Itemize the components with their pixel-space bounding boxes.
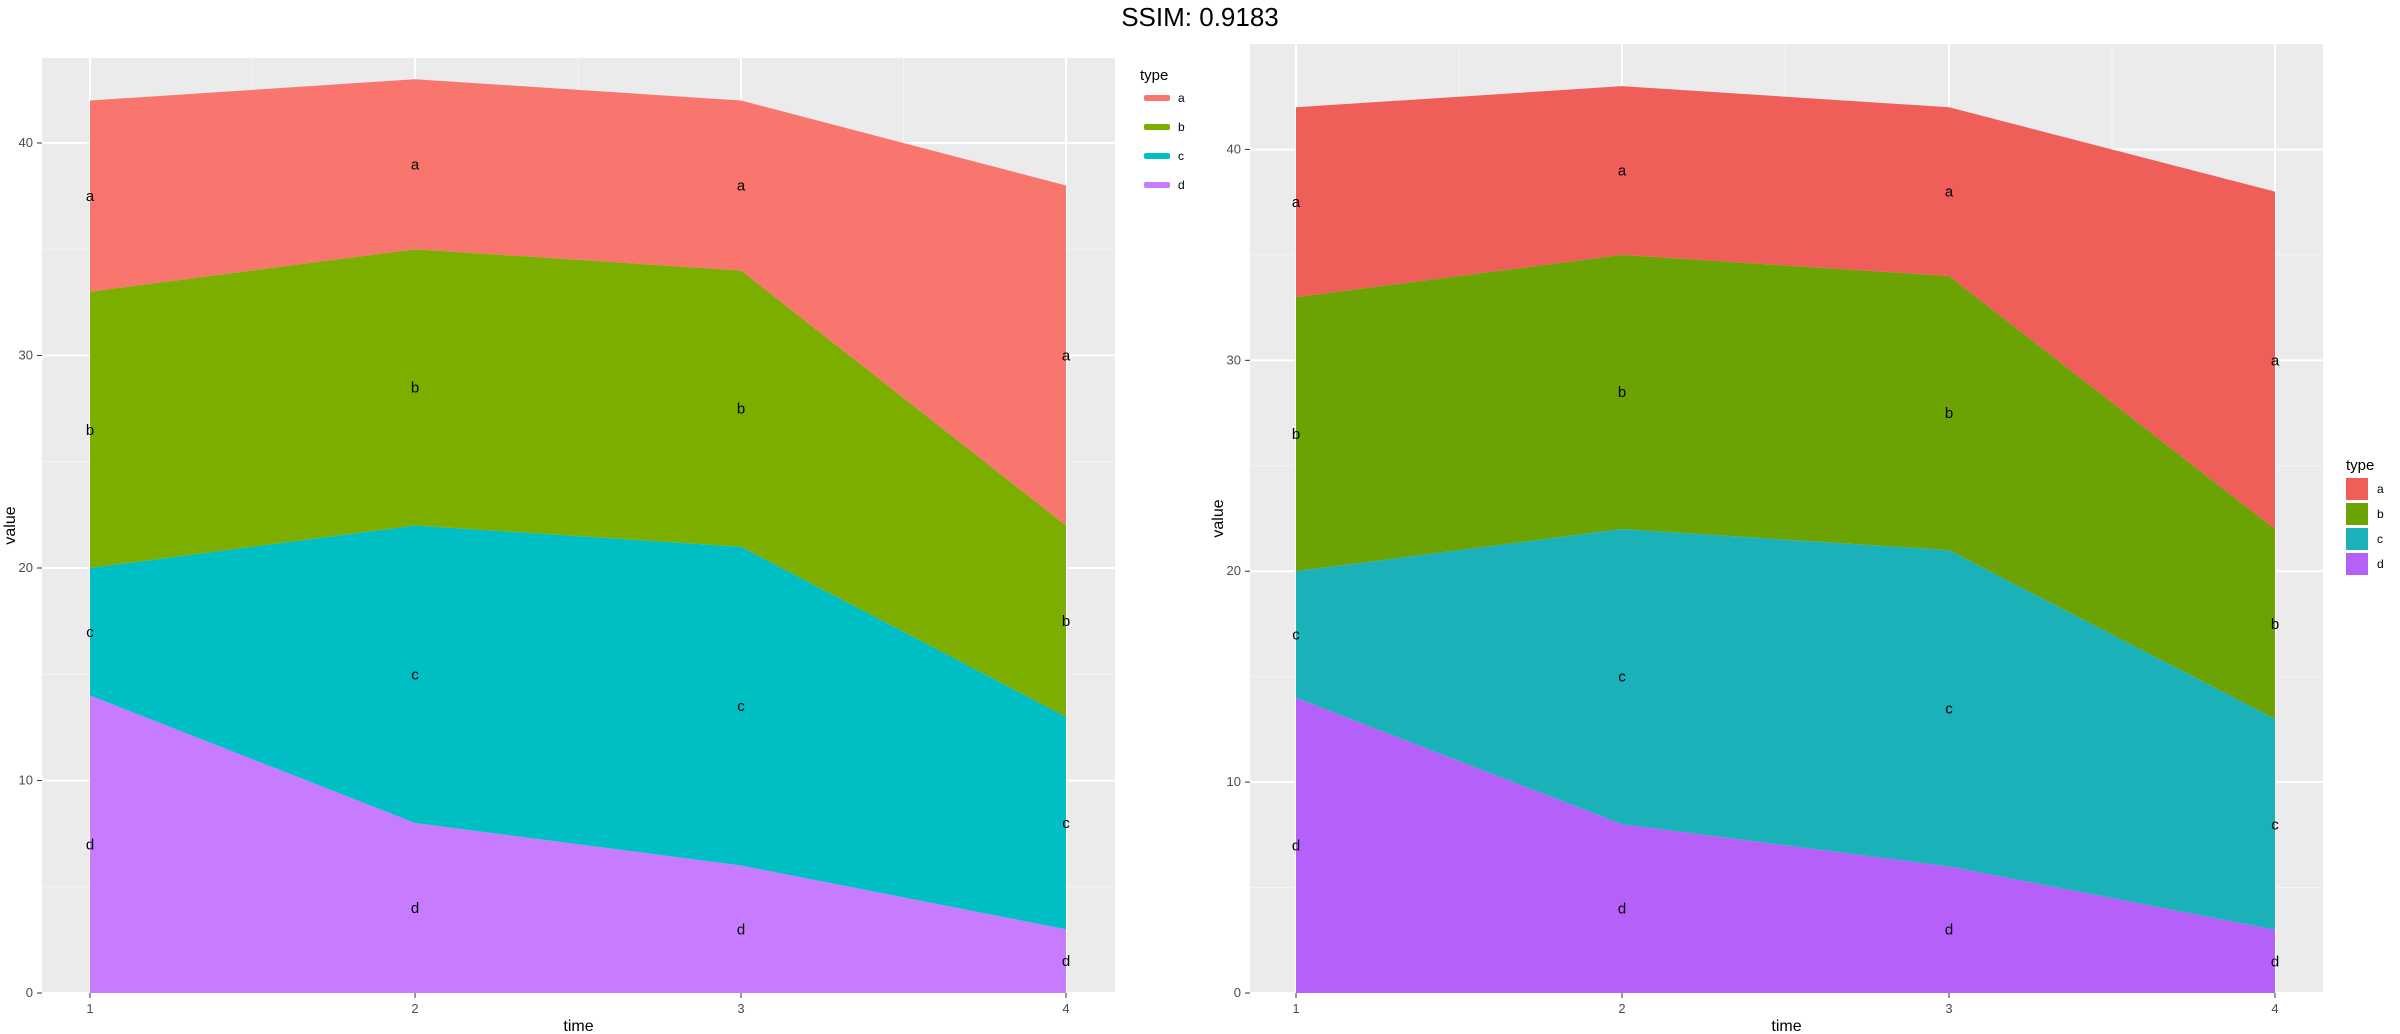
area-label-c: c (1062, 815, 1070, 832)
area-label-c: c (1618, 669, 1626, 686)
y-tick-label: 0 (1234, 985, 1241, 1000)
y-tick-label: 40 (19, 135, 33, 150)
area-label-a: a (2271, 352, 2280, 369)
y-axis-title: value (2, 506, 19, 544)
legend-title: type (1140, 67, 1168, 84)
y-tick-label: 10 (19, 773, 33, 788)
area-label-b: b (411, 379, 419, 396)
area-label-d: d (411, 900, 419, 917)
x-tick-label: 4 (2271, 1001, 2278, 1016)
area-label-c: c (86, 624, 94, 641)
area-label-d: d (737, 921, 745, 938)
area-b (1296, 254, 2275, 719)
area-label-b: b (1618, 384, 1626, 401)
legend-key-b (1144, 124, 1170, 130)
legend-label-a: a (1178, 91, 1185, 105)
x-tick-label: 2 (1618, 1001, 1625, 1016)
area-label-a: a (86, 188, 95, 205)
legend-label-b: b (1178, 120, 1185, 134)
area-a (90, 79, 1066, 526)
area-label-d: d (1292, 837, 1300, 854)
area-label-a: a (1292, 194, 1301, 211)
area-label-c: c (2271, 816, 2279, 833)
legend-label-d: d (1178, 178, 1185, 192)
area-label-c: c (411, 666, 419, 683)
legend-label-c: c (2377, 532, 2383, 546)
y-tick-label: 30 (19, 348, 33, 363)
legend-key-a (2346, 478, 2368, 500)
legend-key-d (2346, 553, 2368, 575)
x-tick-label: 4 (1062, 1001, 1069, 1016)
legend-key-a (1144, 95, 1170, 101)
area-c (1296, 529, 2275, 930)
area-label-a: a (1618, 163, 1627, 180)
x-tick-label: 3 (737, 1001, 744, 1016)
area-label-c: c (1292, 626, 1300, 643)
area-d (1296, 697, 2275, 993)
area-label-a: a (1945, 184, 1954, 201)
area-label-b: b (86, 422, 94, 439)
x-tick-label: 1 (86, 1001, 93, 1016)
legend-label-c: c (1178, 149, 1184, 163)
area-label-d: d (86, 836, 94, 853)
legend-key-b (2346, 503, 2368, 525)
x-tick-label: 1 (1292, 1001, 1299, 1016)
area-label-d: d (1062, 953, 1070, 970)
area-label-d: d (1945, 922, 1953, 939)
legend-key-d (1144, 182, 1170, 188)
left-chart: d d d d c c c c b b b b a a a a 0 10 20 30 40 1 2 3 4 time value ty… (2, 58, 1185, 1034)
legend-title: type (2346, 457, 2374, 474)
legend-label-b: b (2377, 507, 2384, 521)
area-label-b: b (1292, 426, 1300, 443)
y-tick-label: 20 (19, 560, 33, 575)
y-tick-label: 20 (1227, 563, 1241, 578)
area-a (1296, 86, 2275, 530)
x-tick-label: 2 (411, 1001, 418, 1016)
y-tick-label: 10 (1227, 774, 1241, 789)
area-label-c: c (1945, 700, 1953, 717)
x-tick-label: 3 (1945, 1001, 1952, 1016)
area-label-b: b (737, 401, 745, 418)
area-label-a: a (411, 156, 420, 173)
x-axis-title: time (563, 1018, 593, 1034)
legend-label-d: d (2377, 557, 2384, 571)
legend-label-a: a (2377, 482, 2384, 496)
x-axis-title: time (1771, 1018, 1801, 1034)
y-tick-label: 0 (26, 985, 33, 1000)
area-label-a: a (1062, 348, 1071, 365)
area-c (90, 525, 1066, 930)
area-label-b: b (2271, 616, 2279, 633)
page-title: SSIM: 0.9183 (1121, 2, 1279, 32)
y-tick-label: 40 (1227, 141, 1241, 156)
y-tick-label: 30 (1227, 352, 1241, 367)
legend-key-c (1144, 153, 1170, 159)
area-label-a: a (737, 178, 746, 195)
area-label-b: b (1945, 405, 1953, 422)
area-b (90, 249, 1066, 717)
area-label-d: d (2271, 953, 2279, 970)
area-label-b: b (1062, 613, 1070, 630)
y-axis-title: value (1210, 499, 1227, 537)
area-label-d: d (1618, 901, 1626, 918)
area-label-c: c (737, 698, 745, 715)
legend-key-c (2346, 528, 2368, 550)
